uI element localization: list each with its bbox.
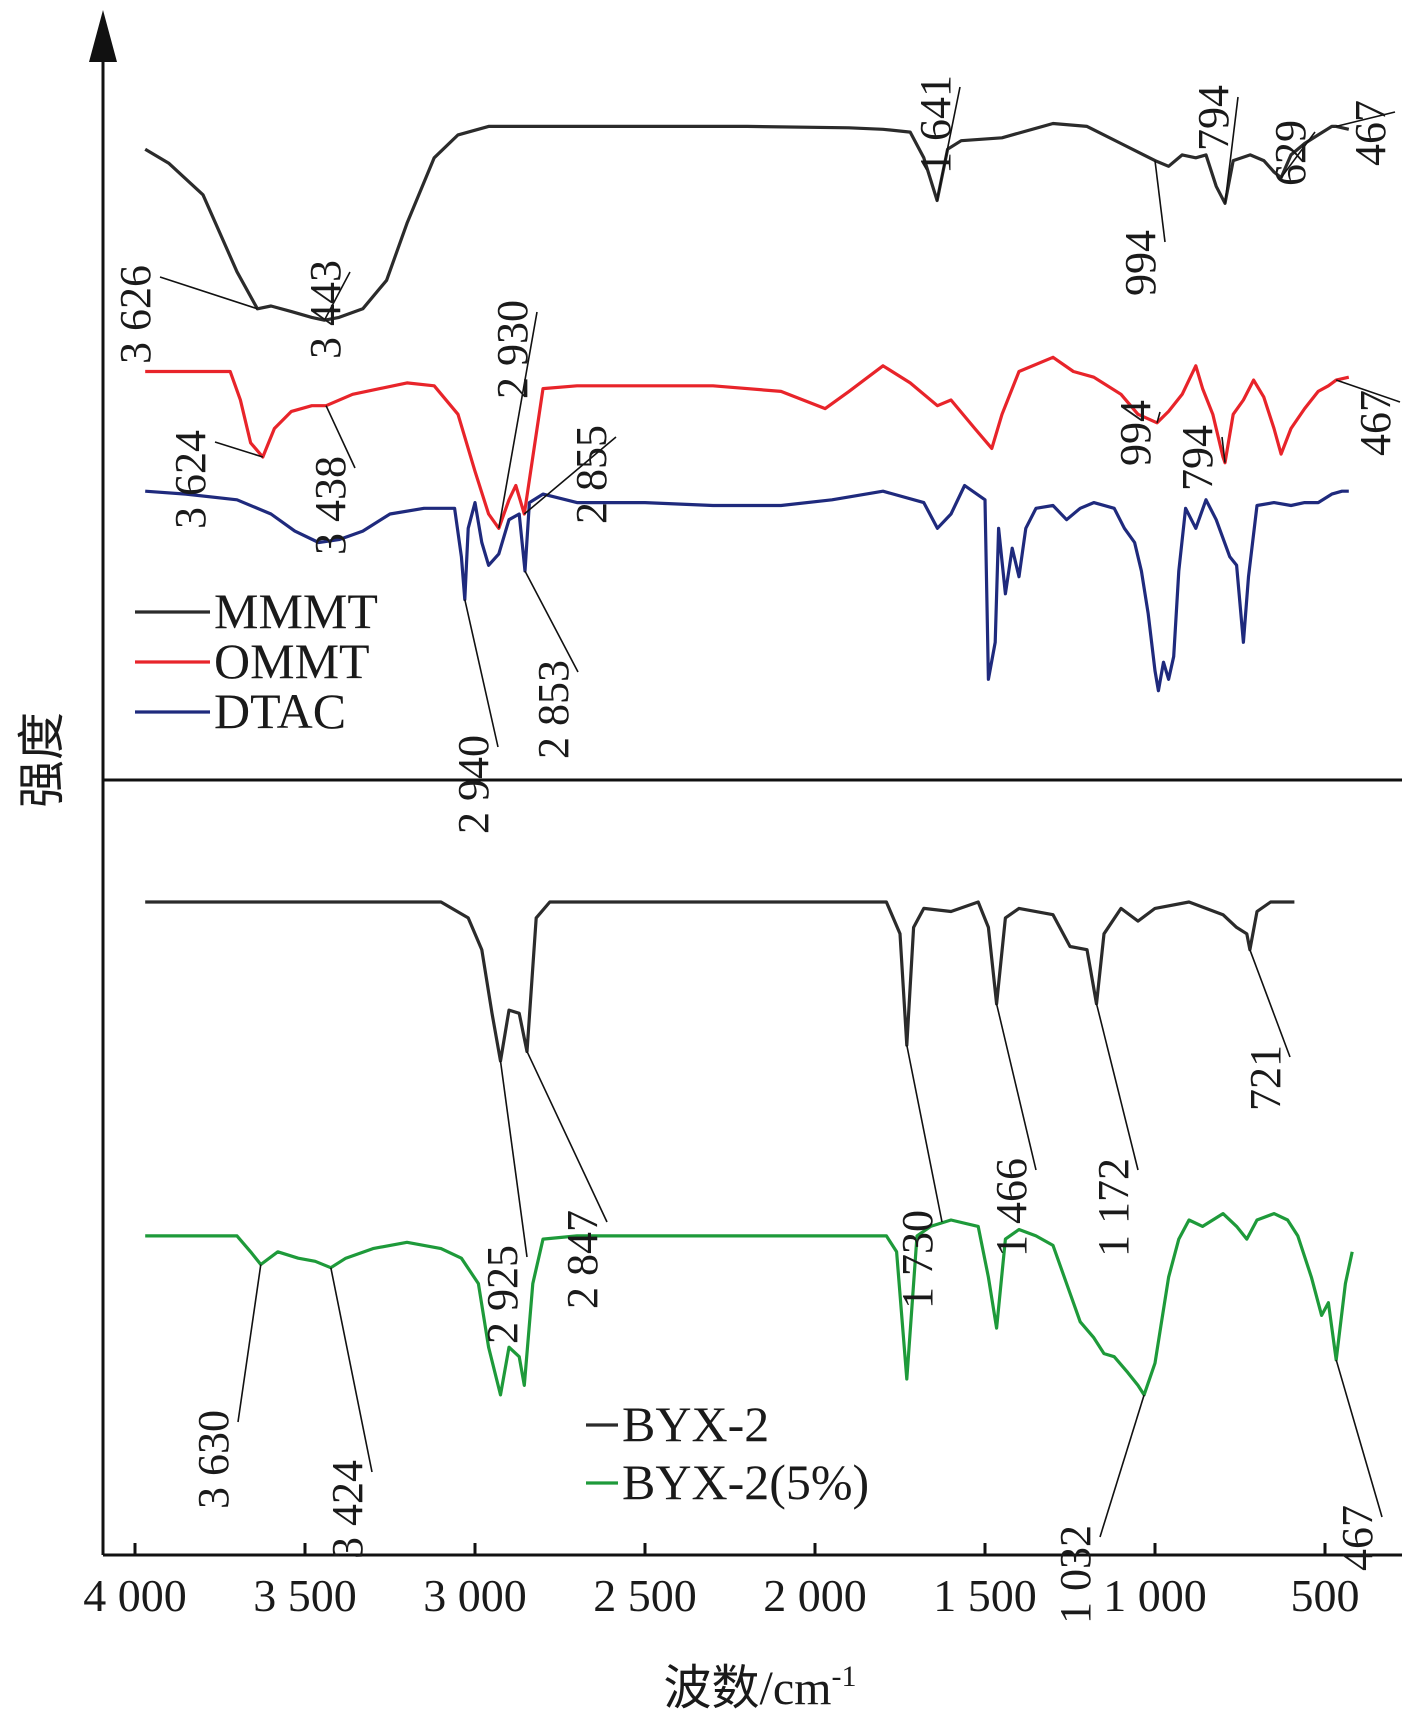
axes-frame	[89, 10, 1402, 1557]
annotation-leader	[524, 570, 579, 673]
peak-label: 467	[1351, 390, 1400, 456]
x-axis-title: 波数/cm-1	[664, 1660, 857, 1715]
peak-label: 3 424	[323, 1460, 372, 1559]
peak-label: 467	[1333, 1505, 1382, 1571]
x-axis-ticks: 4 000 3 500 3 000 2 500 2 000 1 500 1 000 500	[83, 1543, 1360, 1621]
annotation-leader	[237, 1264, 262, 1423]
legend-label: BYX-2(5%)	[622, 1454, 869, 1510]
annotation-leader	[1156, 411, 1161, 424]
peak-label: 3 443	[301, 260, 350, 359]
peak-label: 2 853	[529, 660, 578, 759]
peak-label: 1 641	[911, 75, 960, 174]
annotation-leader	[1224, 96, 1239, 204]
legend-label: BYX-2	[622, 1396, 769, 1452]
annotation-leader	[1280, 131, 1316, 179]
peak-label: 994	[1116, 230, 1165, 296]
annotation-leader	[1221, 436, 1226, 463]
top-panel-plot: 3 626 3 443 1 641 994 794 629 467 3 624 3 438 2 9…	[111, 75, 1401, 834]
legend-label: MMMT	[214, 583, 378, 639]
annotation-leader	[159, 276, 258, 310]
annotation-leader	[906, 1044, 943, 1223]
peak-label: 794	[1173, 425, 1222, 491]
peak-label: 794	[1189, 85, 1238, 151]
peak-label: 2 847	[558, 1210, 607, 1309]
y-axis-arrow-icon	[89, 10, 117, 62]
peak-label: 721	[1241, 1045, 1290, 1111]
peak-label: 1 032	[1051, 1525, 1100, 1624]
x-tick-label: 3 000	[423, 1570, 527, 1621]
annotation-leader	[330, 1267, 373, 1473]
legend-label: OMMT	[214, 633, 370, 689]
peak-label: 3 630	[189, 1410, 238, 1509]
annotation-leader	[325, 405, 356, 469]
peak-label: 1 730	[893, 1210, 942, 1309]
annotation-leader	[464, 599, 499, 748]
annotation-leader	[1335, 379, 1401, 403]
legend-label: DTAC	[214, 683, 346, 739]
annotation-leader	[1335, 1359, 1383, 1518]
annotation-leader	[1336, 111, 1396, 128]
annotation-leader	[523, 436, 617, 515]
annotation-leader	[526, 1051, 608, 1223]
annotation-leader	[499, 1060, 528, 1258]
peak-label: 994	[1111, 400, 1160, 466]
x-tick-label: 2 500	[593, 1570, 697, 1621]
peak-label: 2 855	[567, 425, 616, 524]
series-line-byx-2	[145, 900, 1295, 1063]
peak-label: 2 930	[488, 300, 537, 399]
x-axis-title-superscript: -1	[831, 1660, 856, 1693]
peak-label: 3 624	[166, 430, 215, 529]
x-tick-label: 1 500	[933, 1570, 1037, 1621]
annotation-leader	[1249, 949, 1291, 1058]
annotation-leader	[995, 1003, 1037, 1171]
x-tick-label: 500	[1291, 1570, 1360, 1621]
x-tick-label: 2 000	[763, 1570, 867, 1621]
peak-label: 1 466	[987, 1158, 1036, 1257]
bottom-panel-plot: 2 925 2 847 1 730 1 466 1 172 721 3 630 3 424 1 …	[145, 900, 1383, 1624]
series-line-ommt	[145, 355, 1350, 530]
annotation-leader	[323, 271, 351, 321]
annotation-leader	[214, 441, 264, 458]
annotation-leader	[936, 86, 961, 201]
peak-label: 3 438	[306, 456, 355, 555]
annotation-leader	[1095, 1003, 1139, 1171]
peak-label: 2 940	[449, 735, 498, 834]
x-tick-label: 1 000	[1103, 1570, 1207, 1621]
peak-label: 1 172	[1089, 1158, 1138, 1257]
peak-label: 467	[1346, 100, 1395, 166]
annotation-leader	[1154, 160, 1166, 243]
annotation-leader	[1099, 1394, 1145, 1538]
x-tick-label: 3 500	[253, 1570, 357, 1621]
annotation-leader	[498, 311, 538, 529]
x-tick-label: 4 000	[83, 1570, 187, 1621]
peak-label: 3 626	[111, 265, 160, 364]
y-axis-title: 强度	[16, 712, 69, 808]
series-line-byx-2-5-	[145, 1212, 1354, 1397]
peak-label: 629	[1266, 120, 1315, 186]
peak-label: 2 925	[478, 1245, 527, 1344]
x-axis-title-text: 波数/cm	[664, 1662, 832, 1715]
